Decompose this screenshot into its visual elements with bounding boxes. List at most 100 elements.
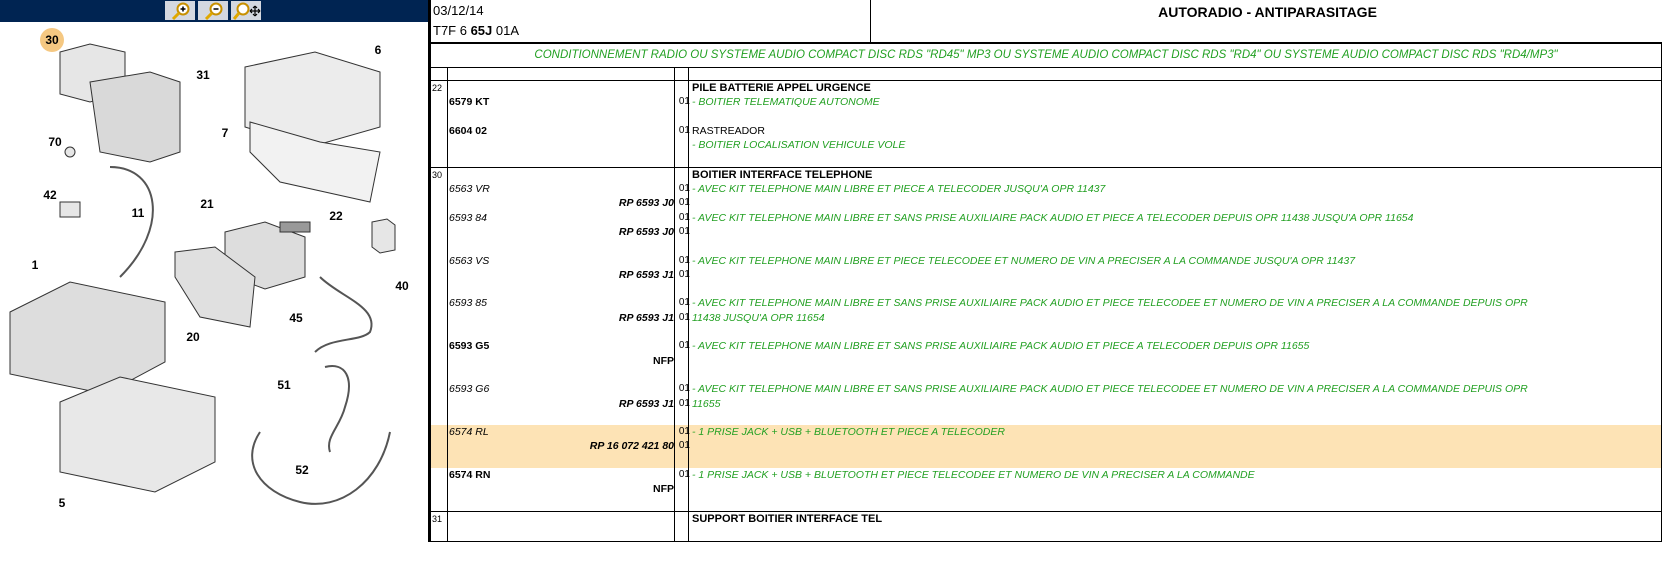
table-row[interactable]: 6563 VS 01- AVEC KIT TELEPHONE MAIN LIBRE… [431, 254, 1661, 268]
table-row[interactable]: 6563 VR 01- AVEC KIT TELEPHONE MAIN LIBRE… [431, 182, 1661, 196]
part-number: 6563 VS [449, 254, 490, 267]
table-row[interactable] [431, 239, 1661, 253]
part-20-shape [174, 246, 256, 328]
table-row[interactable] [431, 526, 1661, 540]
table-row[interactable]: 6593 G5 01- AVEC KIT TELEPHONE MAIN LIBRE… [431, 339, 1661, 353]
table-row[interactable]: RP 6593 J1 01 11655 [431, 397, 1661, 411]
document-code: T7F 6 65J 01A [433, 23, 519, 38]
callout-40[interactable]: 40 [395, 279, 409, 293]
table-row[interactable] [431, 453, 1661, 469]
callout-42[interactable]: 42 [43, 188, 57, 202]
group-31: 31 SUPPORT BOITIER INTERFACE TEL [431, 512, 1661, 542]
callout-70[interactable]: 70 [48, 135, 62, 149]
zoom-out-button[interactable] [198, 1, 228, 21]
code-bold: 65J [470, 23, 493, 38]
page-title: AUTORADIO - ANTIPARASITAGE [1158, 4, 1377, 20]
part-52-shape [251, 431, 391, 505]
table-row[interactable]: RP 6593 J1 01 11438 JUSQU'A OPR 11654 [431, 311, 1661, 325]
callout-20[interactable]: 20 [186, 330, 200, 344]
quantity: 01 [678, 469, 690, 481]
quantity: 01 [678, 297, 690, 309]
part-31-shape [89, 71, 181, 163]
callout-5[interactable]: 5 [58, 496, 66, 510]
part-number: 6579 KT [449, 96, 490, 109]
section-subtitle: CONDITIONNEMENT RADIO OU SYSTEME AUDIO C… [428, 42, 1662, 68]
table-row[interactable]: RP 16 072 421 80 01 [431, 439, 1661, 454]
table-row[interactable] [431, 110, 1661, 124]
table-row[interactable]: NFP [431, 482, 1661, 496]
exploded-parts-diagram: 30 6 31 7 70 42 11 21 22 1 40 45 20 51 5 52 [0, 22, 428, 556]
table-row[interactable]: 6593 84 01- AVEC KIT TELEPHONE MAIN LIBRE… [431, 211, 1661, 225]
callout-51[interactable]: 51 [277, 378, 291, 392]
callout-1[interactable]: 1 [31, 258, 39, 272]
table-row[interactable]: 22 PILE BATTERIE APPEL URGENCE [431, 81, 1661, 95]
column-divider [688, 68, 689, 542]
quantity: 01 [678, 124, 690, 136]
table-row[interactable] [431, 411, 1661, 425]
table-row[interactable]: 6574 RL 01- 1 PRISE JACK + USB + BLUETOOT… [431, 425, 1661, 440]
callout-21[interactable]: 21 [200, 197, 214, 211]
callout-7[interactable]: 7 [221, 126, 229, 140]
part-7-shape [249, 121, 381, 203]
part-description: - AVEC KIT TELEPHONE MAIN LIBRE ET PIECE… [692, 183, 1106, 196]
reference-number: 30 [432, 169, 443, 180]
part-number: 6593 85 [449, 297, 487, 310]
part-number: 6593 84 [449, 211, 487, 224]
table-row[interactable]: - BOITIER LOCALISATION VEHICULE VOLE [431, 138, 1661, 152]
table-row[interactable]: RP 6593 J0 01 [431, 196, 1661, 210]
document-header: 03/12/14 T7F 6 65J 01A AUTORADIO - ANTIP… [428, 0, 1664, 42]
table-row[interactable]: RP 6593 J0 01 [431, 225, 1661, 239]
callout-30[interactable]: 30 [40, 28, 64, 52]
table-row[interactable]: 6593 85 01- AVEC KIT TELEPHONE MAIN LIBRE… [431, 296, 1661, 310]
part-description: - AVEC KIT TELEPHONE MAIN LIBRE ET PIECE… [692, 254, 1356, 267]
table-row[interactable] [431, 282, 1661, 296]
table-row[interactable]: 6574 RN 01- 1 PRISE JACK + USB + BLUETOOT… [431, 468, 1661, 482]
table-row[interactable]: 6579 KT 01- BOITIER TELEMATIQUE AUTONOME [431, 95, 1661, 109]
table-row[interactable]: 6593 G6 01- AVEC KIT TELEPHONE MAIN LIBRE… [431, 382, 1661, 396]
quantity: 01 [678, 96, 690, 108]
quantity: 01 [678, 197, 690, 209]
part-description: - 1 PRISE JACK + USB + BLUETOOTH ET PIEC… [692, 426, 1005, 439]
parts-table: 22 PILE BATTERIE APPEL URGENCE 6579 KT 01- … [428, 68, 1662, 542]
part-description: 11655 [692, 397, 721, 410]
quantity: 01 [678, 183, 690, 195]
callout-31[interactable]: 31 [196, 68, 210, 82]
part-number: 6604 02 [449, 124, 487, 137]
part-number: 6593 G6 [449, 383, 490, 396]
table-row[interactable]: RP 6593 J1 01 [431, 268, 1661, 282]
quantity: 01 [678, 268, 690, 280]
part-description: BOITIER INTERFACE TELEPHONE [692, 168, 873, 181]
callout-45[interactable]: 45 [289, 311, 303, 325]
table-row[interactable] [431, 368, 1661, 382]
callout-22[interactable]: 22 [329, 209, 343, 223]
table-row[interactable]: 6604 02 01 RASTREADOR [431, 124, 1661, 138]
table-row[interactable]: NFP [431, 354, 1661, 368]
table-row[interactable]: 31 SUPPORT BOITIER INTERFACE TEL [431, 512, 1661, 526]
part-number: RP 6593 J0 [618, 197, 674, 210]
zoom-in-button[interactable] [165, 1, 195, 21]
parts-list-panel: 03/12/14 T7F 6 65J 01A AUTORADIO - ANTIP… [428, 0, 1664, 556]
callout-52[interactable]: 52 [295, 463, 309, 477]
quantity: 01 [678, 340, 690, 352]
table-row[interactable]: 30 BOITIER INTERFACE TELEPHONE [431, 168, 1661, 182]
part-1-shape [9, 281, 166, 395]
header-divider [870, 0, 871, 42]
zoom-pan-button[interactable] [231, 1, 261, 20]
part-description: - AVEC KIT TELEPHONE MAIN LIBRE ET SANS … [692, 383, 1528, 396]
callout-11[interactable]: 11 [131, 206, 145, 220]
quantity: 01 [678, 383, 690, 395]
zoom-out-icon [204, 2, 223, 21]
group-22: 22 PILE BATTERIE APPEL URGENCE 6579 KT 01 - … [431, 81, 1661, 168]
parts-drawing [9, 43, 396, 505]
table-row[interactable] [431, 497, 1661, 511]
part-description: RASTREADOR [692, 124, 765, 137]
table-row[interactable] [431, 325, 1661, 339]
zoom-toolbar [0, 0, 428, 22]
part-number: RP 6593 J1 [618, 311, 674, 324]
quantity: 01 [678, 426, 690, 438]
part-22-shape [279, 221, 311, 233]
callout-6[interactable]: 6 [374, 43, 382, 57]
part-42-shape [59, 201, 81, 218]
table-row[interactable] [431, 152, 1661, 166]
illustration-panel: 30 6 31 7 70 42 11 21 22 1 40 45 20 51 5 52 [0, 0, 428, 556]
